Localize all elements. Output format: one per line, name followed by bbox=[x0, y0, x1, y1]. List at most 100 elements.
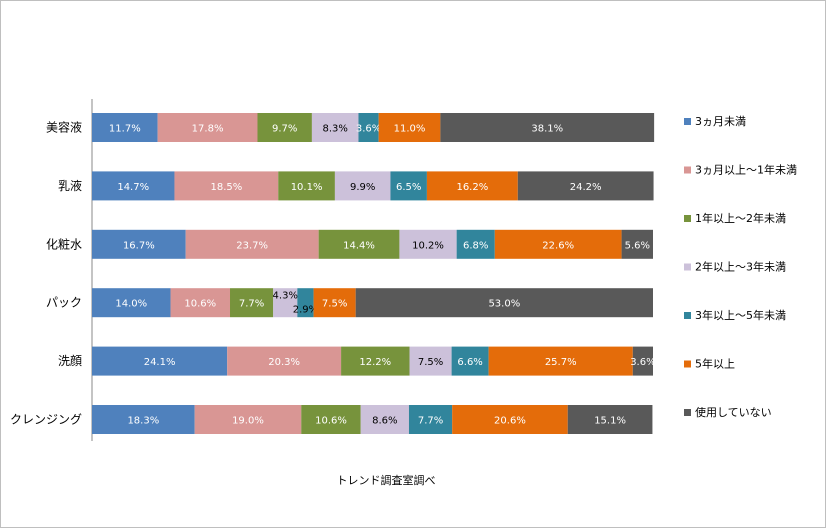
legend-swatch bbox=[684, 118, 691, 125]
legend-label: 3ヵ月以上～1年未満 bbox=[695, 163, 797, 177]
data-label: 22.6% bbox=[542, 240, 574, 251]
data-label: 38.1% bbox=[531, 124, 563, 135]
legend-label: 3ヵ月未満 bbox=[695, 115, 746, 128]
bar-segment bbox=[426, 171, 518, 201]
data-label: 24.2% bbox=[570, 182, 602, 193]
data-label: 24.1% bbox=[144, 357, 176, 368]
legend-label: 2年以上～3年未満 bbox=[695, 260, 786, 274]
bar-segment bbox=[440, 113, 655, 142]
bar-segment bbox=[341, 346, 410, 376]
bar-segment bbox=[92, 229, 186, 259]
bar-segment bbox=[185, 229, 319, 259]
data-label: 9.7% bbox=[272, 124, 297, 135]
legend-swatch bbox=[684, 360, 691, 368]
legend-label: 1年以上～2年未満 bbox=[695, 211, 786, 225]
bar-segment bbox=[92, 405, 195, 434]
data-label: 14.7% bbox=[117, 182, 149, 193]
bar-segment bbox=[621, 229, 653, 259]
legend-swatch bbox=[684, 312, 691, 319]
data-label: 4.3% bbox=[273, 291, 298, 302]
data-label: 20.3% bbox=[268, 357, 300, 368]
data-label: 10.2% bbox=[412, 240, 444, 251]
bar-segment bbox=[311, 113, 359, 142]
data-label: 12.2% bbox=[359, 357, 391, 368]
data-label: 7.7% bbox=[418, 416, 443, 427]
bar-segment bbox=[355, 288, 653, 318]
data-label: 15.1% bbox=[594, 416, 626, 427]
data-label: 7.5% bbox=[322, 299, 347, 310]
bar-segment bbox=[567, 405, 653, 434]
bar-segment bbox=[170, 288, 231, 318]
bar-segment bbox=[488, 346, 633, 376]
data-label: 8.6% bbox=[372, 416, 397, 427]
data-label: 20.6% bbox=[494, 416, 526, 427]
data-label: 23.7% bbox=[236, 240, 268, 251]
data-label: 11.0% bbox=[394, 124, 426, 135]
bar-segment bbox=[157, 113, 258, 142]
data-label: 10.1% bbox=[291, 182, 323, 193]
legend-label: 使用していない bbox=[695, 406, 772, 419]
bar-segment bbox=[92, 346, 228, 376]
bar-segment bbox=[92, 171, 175, 201]
bar-segment bbox=[358, 113, 379, 142]
data-label: 6.8% bbox=[463, 240, 488, 251]
bar-segment bbox=[408, 405, 453, 434]
data-label: 18.3% bbox=[127, 416, 159, 427]
data-label: 11.7% bbox=[109, 124, 141, 135]
source-footnote: トレンド調査室調べ bbox=[337, 473, 436, 487]
data-label: 7.5% bbox=[418, 357, 443, 368]
bar-segment bbox=[390, 171, 427, 201]
bar-segment bbox=[334, 171, 391, 201]
data-label: 6.6% bbox=[457, 357, 482, 368]
category-label: クレンジング bbox=[10, 413, 82, 427]
data-label: 2.9% bbox=[293, 305, 318, 316]
data-label: 16.2% bbox=[456, 182, 488, 193]
data-label: 5.6% bbox=[625, 240, 650, 251]
bar-segment bbox=[257, 113, 312, 142]
data-label: 16.7% bbox=[123, 240, 155, 251]
bar-segment bbox=[230, 288, 274, 318]
category-label: 美容液 bbox=[46, 120, 82, 135]
data-label: 17.8% bbox=[192, 124, 224, 135]
category-label: パック bbox=[46, 296, 82, 310]
bar-segment bbox=[194, 405, 302, 434]
data-label: 9.9% bbox=[350, 182, 375, 193]
data-label: 14.4% bbox=[343, 240, 375, 251]
data-label: 53.0% bbox=[488, 299, 520, 310]
data-label: 19.0% bbox=[232, 416, 264, 427]
data-label: 25.7% bbox=[545, 357, 577, 368]
bar-segment bbox=[409, 346, 452, 376]
bar-segment bbox=[399, 229, 457, 259]
bar-segment bbox=[632, 346, 653, 376]
category-label: 乳液 bbox=[58, 178, 82, 193]
bar-segment bbox=[278, 171, 335, 201]
bar-segment bbox=[318, 229, 400, 259]
legend-swatch bbox=[684, 409, 691, 416]
data-label: 14.0% bbox=[115, 299, 147, 310]
bar-segment bbox=[227, 346, 342, 376]
data-label: 10.6% bbox=[184, 299, 216, 310]
data-label: 8.3% bbox=[322, 124, 347, 135]
category-label: 洗顔 bbox=[58, 353, 82, 368]
data-label: 3.6% bbox=[356, 124, 381, 135]
legend-swatch bbox=[684, 215, 691, 222]
data-label: 18.5% bbox=[210, 182, 242, 193]
legend-label: 5年以上 bbox=[695, 357, 735, 371]
bar-segment bbox=[92, 113, 158, 142]
bar-segment bbox=[92, 288, 171, 318]
data-label: 3.6% bbox=[630, 357, 655, 368]
data-label: 7.7% bbox=[239, 299, 264, 310]
bar-segment bbox=[456, 229, 495, 259]
data-label: 10.6% bbox=[315, 416, 347, 427]
bar-segment bbox=[452, 405, 568, 434]
bar-segment bbox=[517, 171, 654, 201]
legend-swatch bbox=[684, 166, 691, 174]
bar-segment bbox=[378, 113, 441, 142]
bar-segment bbox=[360, 405, 409, 434]
legend-swatch bbox=[684, 263, 691, 271]
bar-segment bbox=[297, 288, 314, 318]
bar-segment bbox=[451, 346, 489, 376]
legend-label: 3年以上～5年未満 bbox=[695, 308, 786, 322]
